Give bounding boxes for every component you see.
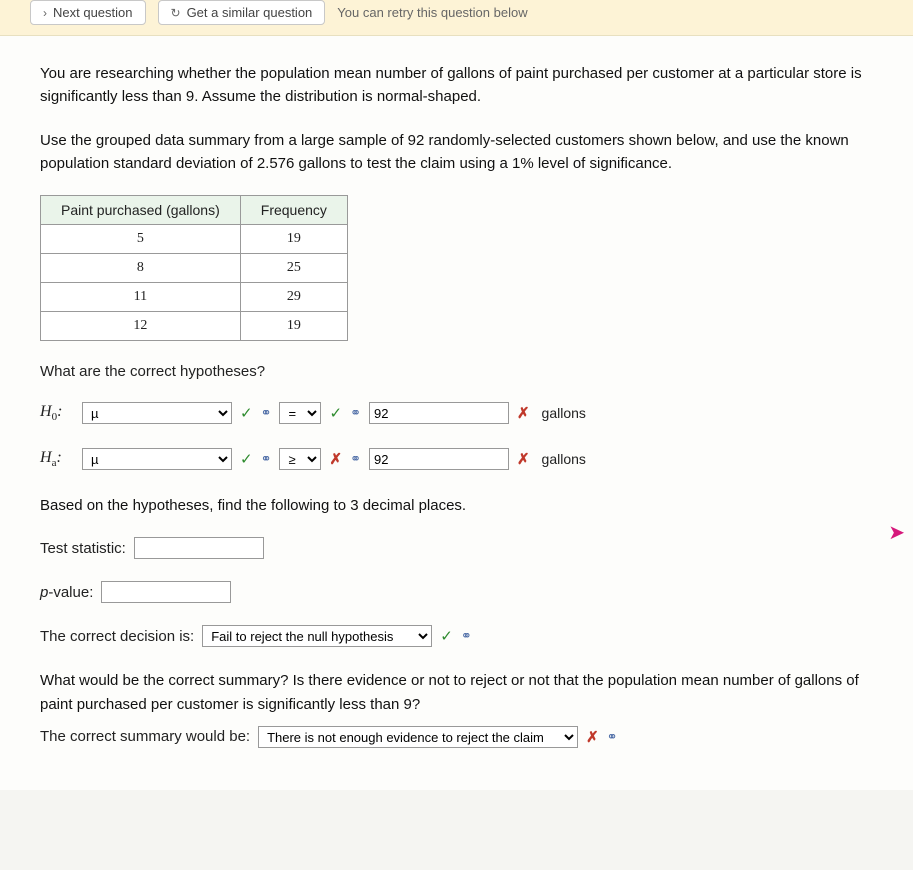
cross-icon: ✗ xyxy=(517,404,530,422)
cross-icon: ✗ xyxy=(329,450,342,468)
link-icon[interactable]: ⚭ xyxy=(261,451,272,467)
h0-operator-select[interactable]: = xyxy=(279,402,321,424)
test-statistic-input[interactable] xyxy=(134,537,264,559)
h0-value-input[interactable] xyxy=(369,402,509,424)
table-header-frequency: Frequency xyxy=(240,196,347,225)
frequency-table: Paint purchased (gallons) Frequency 519 … xyxy=(40,195,348,341)
table-row: 1129 xyxy=(41,283,348,312)
table-header-gallons: Paint purchased (gallons) xyxy=(41,196,241,225)
cross-icon: ✗ xyxy=(517,450,530,468)
hypotheses-question: What are the correct hypotheses? xyxy=(40,363,873,380)
link-icon[interactable]: ⚭ xyxy=(607,729,618,745)
intro-paragraph-2: Use the grouped data summary from a larg… xyxy=(40,129,873,176)
check-icon: ✓ xyxy=(240,404,253,422)
table-row: 1219 xyxy=(41,312,348,341)
summary-question: What would be the correct summary? Is th… xyxy=(40,669,873,716)
summary-label: The correct summary would be: xyxy=(40,728,250,745)
refresh-icon: ↻ xyxy=(171,6,181,20)
ha-unit: gallons xyxy=(542,451,586,467)
link-icon[interactable]: ⚭ xyxy=(261,405,272,421)
link-icon[interactable]: ⚭ xyxy=(350,405,361,421)
table-row: 519 xyxy=(41,225,348,254)
ha-row: Ha: µ ✓ ⚭ ≥ ✗ ⚭ ✗ gallons xyxy=(40,448,873,470)
ha-value-input[interactable] xyxy=(369,448,509,470)
based-on-text: Based on the hypotheses, find the follow… xyxy=(40,494,873,517)
next-icon: › xyxy=(43,6,47,20)
link-icon[interactable]: ⚭ xyxy=(461,628,472,644)
ha-label: Ha: xyxy=(40,449,70,469)
decision-row: The correct decision is: Fail to reject … xyxy=(40,625,873,647)
p-value-row: p-value: xyxy=(40,581,873,603)
h0-param-select[interactable]: µ xyxy=(82,402,232,424)
cursor-icon: ➤ xyxy=(888,520,905,545)
h0-unit: gallons xyxy=(542,405,586,421)
check-icon: ✓ xyxy=(329,404,342,422)
test-statistic-label: Test statistic: xyxy=(40,540,126,557)
similar-question-label: Get a similar question xyxy=(187,5,313,20)
cross-icon: ✗ xyxy=(586,728,599,746)
link-icon[interactable]: ⚭ xyxy=(350,451,361,467)
p-value-input[interactable] xyxy=(101,581,231,603)
intro-paragraph-1: You are researching whether the populati… xyxy=(40,62,873,109)
table-row: 825 xyxy=(41,254,348,283)
decision-label: The correct decision is: xyxy=(40,628,194,645)
similar-question-button[interactable]: ↻ Get a similar question xyxy=(158,0,326,25)
test-statistic-row: Test statistic: xyxy=(40,537,873,559)
retry-text: You can retry this question below xyxy=(337,5,527,20)
ha-param-select[interactable]: µ xyxy=(82,448,232,470)
ha-operator-select[interactable]: ≥ xyxy=(279,448,321,470)
next-question-button[interactable]: › Next question xyxy=(30,0,146,25)
h0-row: H0: µ ✓ ⚭ = ✓ ⚭ ✗ gallons xyxy=(40,402,873,424)
summary-select[interactable]: There is not enough evidence to reject t… xyxy=(258,726,578,748)
summary-row: The correct summary would be: There is n… xyxy=(40,726,873,748)
next-question-label: Next question xyxy=(53,5,133,20)
retry-banner: › Next question ↻ Get a similar question… xyxy=(0,0,913,36)
check-icon: ✓ xyxy=(440,627,453,645)
check-icon: ✓ xyxy=(240,450,253,468)
p-value-label: p-value: xyxy=(40,584,93,601)
decision-select[interactable]: Fail to reject the null hypothesis xyxy=(202,625,432,647)
question-content: You are researching whether the populati… xyxy=(0,36,913,790)
h0-label: H0: xyxy=(40,403,70,423)
